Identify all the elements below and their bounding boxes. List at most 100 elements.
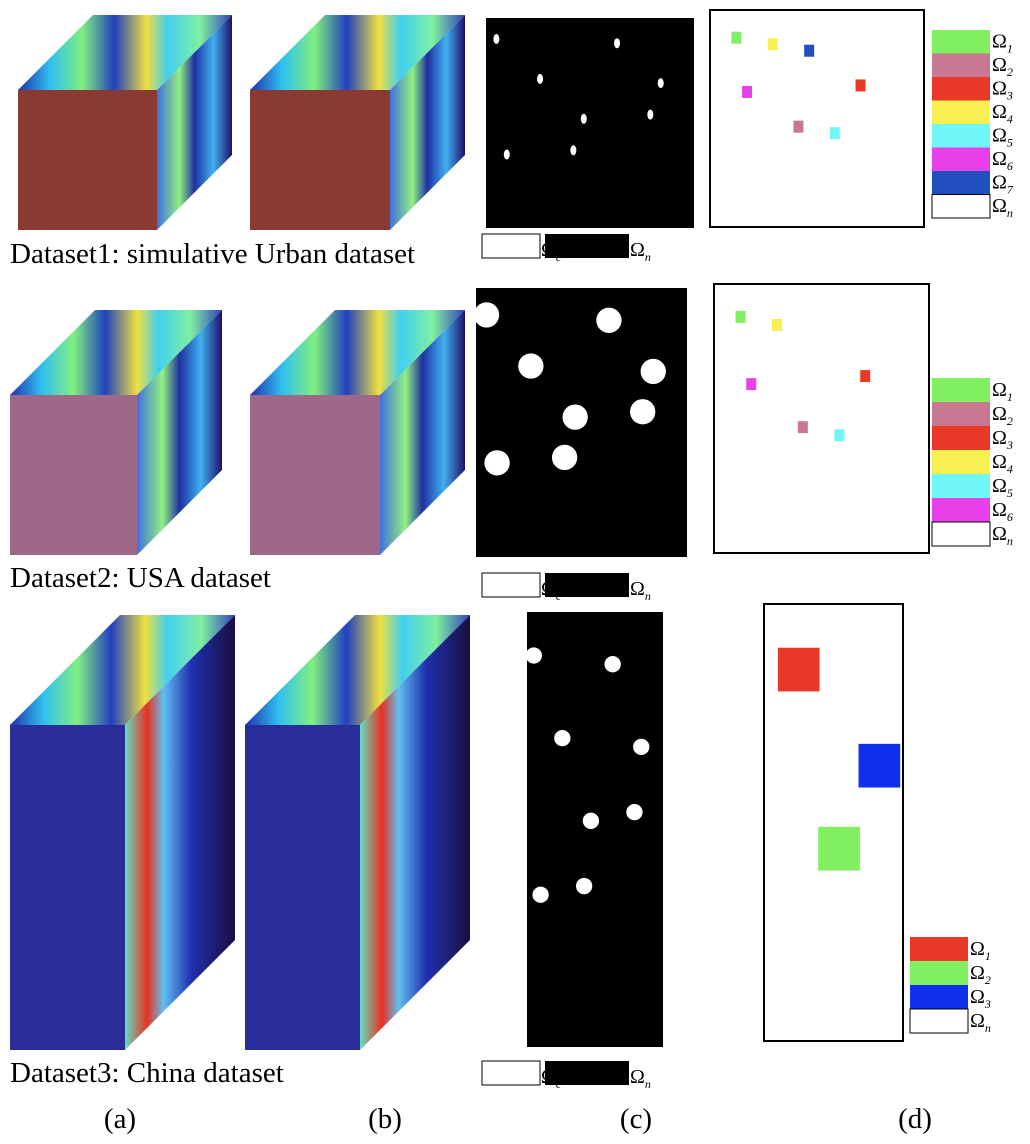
subscript: 1 (985, 949, 991, 963)
class-region (777, 647, 820, 692)
change-region (554, 729, 571, 747)
symbol: Ω (630, 578, 645, 600)
cube-front (250, 395, 380, 555)
cube-top (250, 310, 465, 395)
legend-label: Ω6 (992, 499, 1013, 524)
symbol: Ω (970, 1010, 985, 1032)
subscript: 5 (1007, 486, 1013, 500)
class-region (742, 85, 753, 98)
legend-swatch (932, 171, 990, 195)
legend-swatch (545, 1061, 629, 1085)
cube-front (10, 395, 137, 555)
legend-label: Ωn (630, 239, 651, 264)
subscript: 1 (1007, 42, 1013, 56)
symbol: Ω (992, 451, 1007, 473)
change-region (493, 34, 500, 44)
panel-label: (c) (620, 1103, 652, 1135)
symbol: Ω (992, 499, 1007, 521)
subscript: 3 (984, 997, 991, 1011)
subscript: 7 (1007, 183, 1014, 197)
subscript: n (1007, 534, 1013, 548)
symbol: Ω (970, 938, 985, 960)
change-map (486, 18, 694, 228)
symbol: Ω (992, 195, 1007, 217)
legend-swatch (481, 233, 541, 259)
change-region (518, 353, 544, 379)
legend-label: Ωn (970, 1010, 991, 1035)
legend-label: Ωn (992, 523, 1013, 548)
legend-label: Ωn (630, 578, 651, 603)
legend-label: Ω4 (992, 451, 1013, 476)
legend-swatch (932, 77, 990, 101)
legend-swatch (932, 30, 990, 54)
legend-swatch (931, 521, 991, 547)
change-region (657, 78, 664, 89)
symbol: Ω (970, 986, 985, 1008)
legend-label: Ω5 (992, 125, 1013, 150)
change-region (551, 444, 578, 471)
dataset-caption: Dataset3: China dataset (10, 1057, 284, 1089)
cube-top (10, 615, 235, 725)
legend-label: Ω7 (992, 172, 1014, 197)
legend-swatch (481, 572, 541, 598)
symbol: Ω (992, 403, 1007, 425)
cube-front (245, 725, 360, 1050)
cube-front (10, 725, 125, 1050)
legend-swatch (910, 985, 968, 1009)
change-region (473, 302, 500, 328)
legend-swatch (932, 53, 990, 77)
cube-front (250, 90, 390, 230)
legend-label: Ω5 (992, 475, 1013, 500)
symbol: Ω (970, 962, 985, 984)
change-region (633, 738, 650, 756)
subscript: 1 (1007, 390, 1013, 404)
symbol: Ω (992, 78, 1007, 100)
change-region (525, 647, 542, 664)
class-region (858, 743, 901, 788)
legend-label: Ω1 (992, 379, 1013, 404)
subscript: 5 (1007, 136, 1013, 150)
dataset-caption: Dataset2: USA dataset (10, 562, 271, 594)
change-region (580, 113, 587, 124)
legend-label: Ωn (992, 195, 1013, 220)
class-region (735, 310, 746, 323)
subscript: 4 (1007, 112, 1013, 126)
legend-label: Ω2 (992, 54, 1013, 79)
cube-top (10, 310, 222, 395)
change-region (630, 399, 656, 425)
legend-label: Ω3 (992, 427, 1013, 452)
legend-label: Ω2 (970, 962, 991, 987)
change-map (527, 612, 663, 1047)
change-region (503, 149, 510, 160)
legend-swatch (910, 961, 968, 985)
legend-label: Ω2 (992, 403, 1013, 428)
legend-swatch (545, 573, 629, 597)
legend-swatch (910, 937, 968, 961)
symbol: Ω (992, 125, 1007, 147)
legend-swatch (932, 498, 990, 522)
cube-side (390, 15, 465, 230)
cube-front (18, 90, 157, 230)
cube-top (245, 615, 470, 725)
change-region (532, 886, 549, 903)
symbol: Ω (992, 148, 1007, 170)
legend-swatch (481, 1060, 541, 1086)
subscript: 6 (1007, 159, 1013, 173)
subscript: 2 (1007, 65, 1013, 79)
class-region (829, 127, 840, 140)
subscript: 3 (1006, 438, 1013, 452)
subscript: 4 (1007, 462, 1013, 476)
change-region (575, 877, 593, 895)
symbol: Ω (992, 31, 1007, 53)
class-region (860, 370, 871, 383)
panel-label: (d) (898, 1103, 932, 1135)
subscript: n (645, 250, 651, 264)
class-region (804, 44, 815, 57)
cube-top (18, 15, 232, 90)
legend-swatch (909, 1008, 969, 1034)
cube-side (125, 615, 235, 1050)
cube-side (380, 310, 465, 555)
symbol: Ω (992, 379, 1007, 401)
class-map (713, 283, 930, 554)
symbol: Ω (630, 1066, 645, 1088)
